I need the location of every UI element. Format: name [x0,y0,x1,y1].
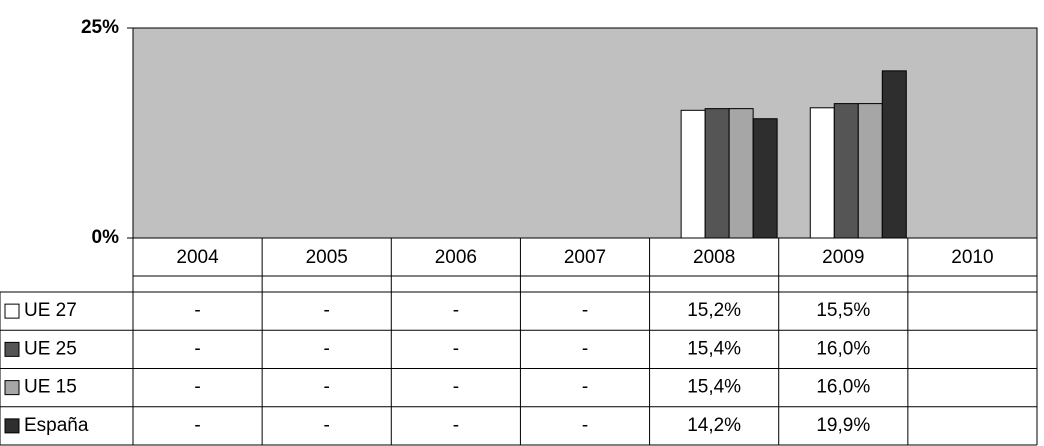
data-label: 19,9% [816,415,870,436]
legend-key [4,380,20,396]
data-label: - [194,338,200,359]
data-label: - [324,338,330,359]
data-label: - [194,300,200,321]
x-tick-label: 2010 [951,247,993,268]
bar [752,118,778,239]
data-label: - [324,377,330,398]
data-label: - [582,300,588,321]
data-label: 15,4% [687,338,741,359]
legend-label: España [24,415,89,436]
bar [680,109,706,239]
data-label: - [194,377,200,398]
legend-label: UE 15 [24,377,77,398]
data-label: - [453,300,459,321]
data-label: - [453,415,459,436]
data-label: - [453,377,459,398]
y-tick-label: 0% [92,227,120,248]
legend-key [4,418,20,434]
x-tick-label: 2004 [176,247,219,268]
y-tick-label: 25% [81,17,119,38]
data-label: 15,4% [687,377,741,398]
data-label: 16,0% [816,338,870,359]
data-label: 15,5% [816,300,870,321]
x-tick-label: 2008 [693,247,735,268]
bar [881,70,907,239]
bar [857,103,883,239]
legend-label: UE 27 [24,300,77,321]
data-label: - [194,415,200,436]
data-label: 15,2% [687,300,741,321]
data-label: - [324,415,330,436]
data-label: - [582,377,588,398]
x-tick-label: 2005 [306,247,348,268]
x-tick-label: 2007 [564,247,606,268]
data-label: - [582,338,588,359]
bar [728,108,754,239]
legend-key [4,303,20,319]
bar [809,107,835,239]
legend-key [4,341,20,357]
data-label: - [324,300,330,321]
data-label: - [582,415,588,436]
bar [704,108,730,239]
x-tick-label: 2006 [435,247,477,268]
x-tick-label: 2009 [822,247,864,268]
data-label: - [453,338,459,359]
legend-label: UE 25 [24,338,77,359]
bar [833,103,859,239]
data-label: 16,0% [816,377,870,398]
data-label: 14,2% [687,415,741,436]
